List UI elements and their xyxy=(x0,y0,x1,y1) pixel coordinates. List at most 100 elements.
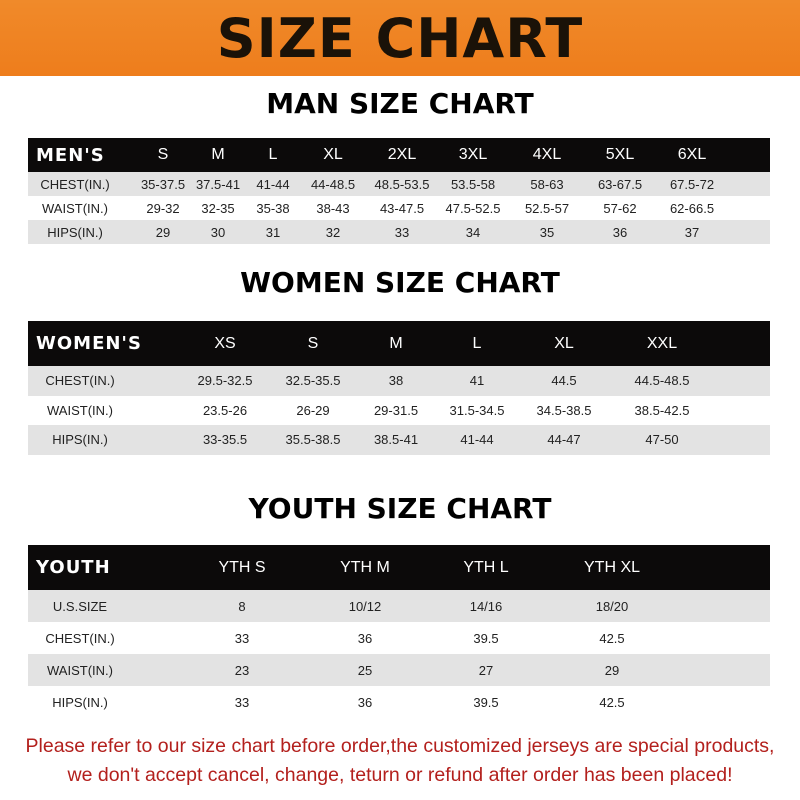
measurement-cell: 52.5-57 xyxy=(524,200,570,216)
men-size-table: MEN'S S M L XL 2XL 3XL 4XL 5XL 6XL CHEST(IN.) 35-37… xyxy=(28,138,770,244)
measurement-cell: 42.5 xyxy=(599,694,625,710)
measurement-cell: 35.5-38.5 xyxy=(285,432,341,448)
measurement-cell: 38.5-42.5 xyxy=(634,402,690,418)
measurement-cell: 39.5 xyxy=(473,694,499,710)
measurement-cell: 25 xyxy=(357,662,373,678)
measurement-cell: 36 xyxy=(612,224,628,240)
measurement-cell: 38 xyxy=(388,373,404,389)
measurement-cell: 53.5-58 xyxy=(450,176,496,192)
measurement-cell: 26-29 xyxy=(296,402,330,418)
measurement-cell: 37.5-41 xyxy=(195,176,241,192)
row-label: WAIST(IN.) xyxy=(42,200,108,216)
measurement-cell: 44.5-48.5 xyxy=(634,373,690,389)
measurement-cell: 48.5-53.5 xyxy=(374,176,430,192)
table-row: HIPS(IN.) 33-35.5 35.5-38.5 38.5-41 41-44 44-… xyxy=(28,425,770,455)
table-row: WAIST(IN.) 23 25 27 29 xyxy=(28,654,770,686)
measurement-cell: 8 xyxy=(238,598,246,614)
table-row: WAIST(IN.) 23.5-26 26-29 29-31.5 31.5-34.5 34… xyxy=(28,395,770,425)
measurement-cell: 29.5-32.5 xyxy=(197,373,253,389)
size-header: 3XL xyxy=(458,146,488,163)
measurement-cell: 63-67.5 xyxy=(597,176,643,192)
measurement-cell: 36 xyxy=(357,630,373,646)
size-header: XL xyxy=(323,146,343,163)
table-heading: MEN'S xyxy=(36,144,105,166)
order-notice: Please refer to our size chart before or… xyxy=(0,732,800,790)
measurement-cell: 57-62 xyxy=(603,200,637,216)
measurement-cell: 34 xyxy=(465,224,481,240)
size-chart-banner: SIZE CHART xyxy=(0,0,800,76)
header-row: WOMEN'S XS S M L XL XXL xyxy=(28,321,770,366)
measurement-cell: 23 xyxy=(234,662,250,678)
size-header: L xyxy=(268,146,278,163)
measurement-cell: 29-32 xyxy=(146,200,180,216)
row-label: HIPS(IN.) xyxy=(52,432,108,448)
measurement-cell: 62-66.5 xyxy=(669,200,715,216)
row-label: HIPS(IN.) xyxy=(52,694,108,710)
measurement-cell: 47.5-52.5 xyxy=(445,200,501,216)
row-label: WAIST(IN.) xyxy=(47,662,113,678)
header-row: YOUTH YTH S YTH M YTH L YTH XL xyxy=(28,545,770,590)
measurement-cell: 39.5 xyxy=(473,630,499,646)
size-header: 6XL xyxy=(677,146,707,163)
youth-section-title: YOUTH SIZE CHART xyxy=(248,492,552,525)
measurement-cell: 30 xyxy=(210,224,226,240)
row-label: CHEST(IN.) xyxy=(40,176,110,192)
table-row: CHEST(IN.) 35-37.5 37.5-41 41-44 44-48.5 48.5… xyxy=(28,172,770,196)
size-header: 4XL xyxy=(532,146,562,163)
measurement-cell: 35-38 xyxy=(256,200,290,216)
size-header: M xyxy=(389,334,403,352)
measurement-cell: 27 xyxy=(478,662,494,678)
size-header: S xyxy=(307,334,319,352)
table-row: U.S.SIZE 8 10/12 14/16 18/20 xyxy=(28,590,770,622)
measurement-cell: 34.5-38.5 xyxy=(536,402,592,418)
row-label: HIPS(IN.) xyxy=(47,224,103,240)
measurement-cell: 29 xyxy=(155,224,171,240)
measurement-cell: 42.5 xyxy=(599,630,625,646)
notice-line-2: we don't accept cancel, change, teturn o… xyxy=(67,764,733,786)
measurement-cell: 29-31.5 xyxy=(373,402,419,418)
size-header: YTH S xyxy=(218,558,266,576)
measurement-cell: 33 xyxy=(234,630,250,646)
size-header: L xyxy=(472,334,482,352)
measurement-cell: 18/20 xyxy=(595,598,629,614)
notice-line-1: Please refer to our size chart before or… xyxy=(25,735,775,757)
measurement-cell: 44.5 xyxy=(551,373,577,389)
measurement-cell: 14/16 xyxy=(469,598,503,614)
measurement-cell: 31.5-34.5 xyxy=(449,402,505,418)
measurement-cell: 38-43 xyxy=(316,200,350,216)
measurement-cell: 67.5-72 xyxy=(669,176,715,192)
table-row: WAIST(IN.) 29-32 32-35 35-38 38-43 43-47.5 47.… xyxy=(28,196,770,220)
size-header: S xyxy=(157,146,169,163)
table-row: CHEST(IN.) 29.5-32.5 32.5-35.5 38 41 44.5 44.5… xyxy=(28,366,770,396)
table-heading: WOMEN'S xyxy=(36,333,142,354)
measurement-cell: 41-44 xyxy=(256,176,290,192)
women-section-title: WOMEN SIZE CHART xyxy=(240,266,560,299)
measurement-cell: 10/12 xyxy=(348,598,382,614)
measurement-cell: 33 xyxy=(394,224,410,240)
measurement-cell: 37 xyxy=(684,224,700,240)
measurement-cell: 33 xyxy=(234,694,250,710)
measurement-cell: 31 xyxy=(265,224,281,240)
measurement-cell: 33-35.5 xyxy=(202,432,248,448)
measurement-cell: 41-44 xyxy=(460,432,494,448)
row-label: U.S.SIZE xyxy=(52,598,108,614)
measurement-cell: 47-50 xyxy=(645,432,679,448)
measurement-cell: 35-37.5 xyxy=(140,176,186,192)
table-row: HIPS(IN.) 33 36 39.5 42.5 xyxy=(28,686,770,718)
measurement-cell: 43-47.5 xyxy=(379,200,425,216)
header-row: MEN'S S M L XL 2XL 3XL 4XL 5XL 6XL xyxy=(28,138,770,172)
measurement-cell: 44-47 xyxy=(547,432,581,448)
measurement-cell: 38.5-41 xyxy=(373,432,419,448)
measurement-cell: 23.5-26 xyxy=(202,402,248,418)
measurement-cell: 44-48.5 xyxy=(310,176,356,192)
measurement-cell: 36 xyxy=(357,694,373,710)
measurement-cell: 58-63 xyxy=(530,176,564,192)
table-row: CHEST(IN.) 33 36 39.5 42.5 xyxy=(28,622,770,654)
size-header: YTH M xyxy=(340,558,390,576)
table-heading: YOUTH xyxy=(36,557,111,578)
row-label: CHEST(IN.) xyxy=(45,373,115,389)
measurement-cell: 41 xyxy=(469,373,485,389)
measurement-cell: 32 xyxy=(325,224,341,240)
row-label: WAIST(IN.) xyxy=(47,402,113,418)
size-header: 2XL xyxy=(387,146,417,163)
